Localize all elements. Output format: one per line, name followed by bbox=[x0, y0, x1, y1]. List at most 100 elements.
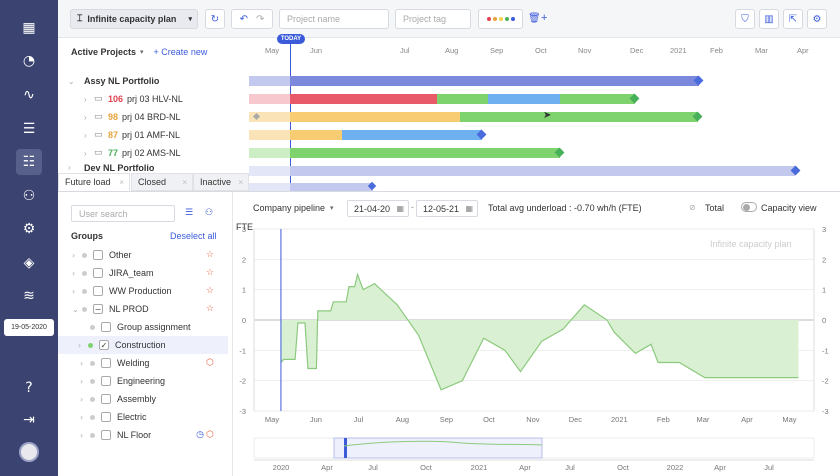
cube-icon[interactable]: ⬡ bbox=[206, 430, 214, 440]
group-checkbox[interactable] bbox=[101, 394, 111, 404]
group-item[interactable]: › Electric bbox=[60, 408, 228, 426]
group-item[interactable]: › WW Production ☆ bbox=[60, 282, 228, 300]
group-checkbox[interactable]: − bbox=[93, 304, 103, 314]
date-to-input[interactable]: 12-05-21 ▦ bbox=[416, 200, 478, 217]
workload-icon[interactable]: ≋ bbox=[23, 288, 35, 304]
group-item[interactable]: › Assembly bbox=[60, 390, 228, 408]
group-item[interactable]: › Engineering bbox=[60, 372, 228, 390]
group-item[interactable]: ⌄ − NL PROD ☆ bbox=[60, 300, 228, 318]
trash-icon[interactable]: 🗑 bbox=[528, 13, 541, 24]
tab-future-load[interactable]: Future load × bbox=[58, 173, 130, 191]
project-row[interactable]: › ▭ 106 prj 03 HLV-NL bbox=[58, 90, 248, 108]
close-icon[interactable]: × bbox=[182, 177, 187, 187]
gantt-bar-yellow[interactable] bbox=[290, 112, 460, 122]
chevron-right-icon[interactable]: › bbox=[78, 340, 82, 350]
star-icon[interactable]: ☆ bbox=[205, 268, 214, 278]
star-icon[interactable]: ☆ bbox=[205, 304, 214, 314]
gantt-bar-green[interactable] bbox=[460, 112, 698, 122]
clock-icon[interactable]: ◷ bbox=[196, 430, 204, 440]
group-checkbox[interactable] bbox=[93, 250, 103, 260]
list-icon[interactable]: ☰ bbox=[22, 121, 36, 137]
gantt-bar-green[interactable] bbox=[437, 94, 488, 104]
gantt-bar-red[interactable] bbox=[290, 94, 437, 104]
portfolio-bar[interactable] bbox=[249, 166, 795, 176]
add-filter-icon[interactable]: + bbox=[541, 12, 548, 24]
chevron-right-icon[interactable]: › bbox=[80, 430, 84, 440]
cube-icon[interactable]: ⬡ bbox=[206, 358, 214, 368]
project-tag-input[interactable]: Project tag bbox=[395, 9, 471, 29]
create-new-link[interactable]: + Create new bbox=[153, 47, 208, 57]
group-checkbox[interactable]: ✓ bbox=[99, 340, 109, 350]
group-item-selected[interactable]: › ✓ Construction bbox=[58, 336, 228, 354]
portfolio-bar[interactable] bbox=[249, 183, 373, 191]
group-item[interactable]: › JIRA_team ☆ bbox=[60, 264, 228, 282]
gantt-icon[interactable]: ☷ bbox=[16, 149, 42, 175]
group-checkbox[interactable] bbox=[101, 412, 111, 422]
gantt-bar-blue[interactable] bbox=[488, 94, 560, 104]
chevron-right-icon[interactable]: › bbox=[80, 394, 84, 404]
export-button[interactable]: ⇱ bbox=[783, 9, 803, 29]
group-checkbox[interactable] bbox=[93, 268, 103, 278]
logout-icon[interactable]: ⇥ bbox=[23, 412, 35, 428]
settings-button[interactable]: ⚙ bbox=[807, 9, 827, 29]
users-icon[interactable]: ⚇ bbox=[22, 188, 36, 204]
project-row[interactable]: › ▭ 98 prj 04 BRD-NL bbox=[58, 108, 248, 126]
group-item[interactable]: Group assignment bbox=[60, 318, 228, 336]
star-icon[interactable]: ☆ bbox=[205, 286, 214, 296]
gantt-bar-yellow[interactable] bbox=[290, 130, 342, 140]
portfolio-bar[interactable] bbox=[249, 76, 699, 86]
user-search-input[interactable]: User search bbox=[71, 205, 175, 222]
user-icon[interactable]: ⚇ bbox=[205, 208, 214, 218]
avatar[interactable] bbox=[19, 442, 39, 462]
undo-icon[interactable]: ↶ bbox=[239, 13, 248, 25]
project-name-input[interactable]: Project name bbox=[279, 9, 389, 29]
redo-icon[interactable]: ↷ bbox=[256, 13, 265, 25]
tab-inactive[interactable]: Inactive × bbox=[193, 173, 249, 191]
layers-icon[interactable]: ◈ bbox=[23, 255, 35, 271]
sort-icon[interactable]: ☰ bbox=[185, 208, 194, 218]
chevron-right-icon[interactable]: › bbox=[72, 250, 76, 260]
star-icon[interactable]: ☆ bbox=[205, 250, 214, 260]
project-row[interactable]: › ▭ 77 prj 02 AMS-NL bbox=[58, 144, 248, 162]
color-filter[interactable] bbox=[478, 9, 523, 29]
chevron-right-icon[interactable]: › bbox=[80, 358, 84, 368]
capacity-view-toggle[interactable] bbox=[741, 202, 757, 212]
date-from-input[interactable]: 21-04-20 ▦ bbox=[347, 200, 409, 217]
group-checkbox[interactable] bbox=[101, 358, 111, 368]
deselect-all-link[interactable]: Deselect all bbox=[170, 231, 217, 241]
total-toggle-label[interactable]: Total bbox=[705, 203, 725, 213]
close-icon[interactable]: × bbox=[238, 177, 243, 187]
group-checkbox[interactable] bbox=[101, 376, 111, 386]
report-button[interactable]: ▥ bbox=[759, 9, 779, 29]
refresh-button[interactable]: ↻ bbox=[205, 9, 225, 29]
eye-off-icon[interactable]: ⊘ bbox=[689, 203, 696, 212]
group-item[interactable]: › NL Floor ◷ ⬡ bbox=[60, 426, 228, 444]
chevron-right-icon[interactable]: › bbox=[80, 412, 84, 422]
pipeline-select[interactable]: Company pipeline ▾ bbox=[253, 203, 334, 213]
tab-closed[interactable]: Closed × bbox=[131, 173, 193, 191]
dashboard-icon[interactable]: ◔ bbox=[22, 53, 36, 69]
group-item[interactable]: › Welding ⬡ bbox=[60, 354, 228, 372]
portfolio-row[interactable]: ⌄ Assy NL Portfolio bbox=[58, 72, 248, 90]
gantt-bar-green[interactable] bbox=[560, 94, 635, 104]
active-projects-select[interactable]: Active Projects bbox=[71, 47, 137, 57]
portfolio-row[interactable]: › Dev NL Portfolio bbox=[58, 162, 248, 173]
chevron-down-icon[interactable]: ⌄ bbox=[72, 304, 79, 314]
group-checkbox[interactable] bbox=[101, 322, 111, 332]
gantt-bar-green[interactable] bbox=[290, 148, 560, 158]
load-chart[interactable]: 3 3 2 2 1 1 0 0 -1 -1 -2 -2 -3 -3 May Jun Jul Aug Sep Oct No… bbox=[232, 222, 840, 476]
group-item[interactable]: › Other ☆ bbox=[60, 246, 228, 264]
project-row[interactable]: › ▭ 87 prj 01 AMF-NL bbox=[58, 126, 248, 144]
activity-icon[interactable]: ∿ bbox=[23, 87, 35, 103]
chevron-right-icon[interactable]: › bbox=[72, 286, 76, 296]
grid-icon[interactable]: ▦ bbox=[22, 20, 36, 36]
group-checkbox[interactable] bbox=[101, 430, 111, 440]
settings-icon[interactable]: ⚙ bbox=[22, 221, 36, 237]
filter-button[interactable]: ⛉ bbox=[735, 9, 755, 29]
help-icon[interactable]: ? bbox=[25, 380, 33, 396]
chevron-right-icon[interactable]: › bbox=[72, 268, 76, 278]
plan-select[interactable]: ⌶ Infinite capacity plan ▾ bbox=[70, 9, 198, 29]
close-icon[interactable]: × bbox=[119, 177, 124, 187]
chevron-right-icon[interactable]: › bbox=[80, 376, 84, 386]
gantt-bar-blue[interactable] bbox=[342, 130, 482, 140]
